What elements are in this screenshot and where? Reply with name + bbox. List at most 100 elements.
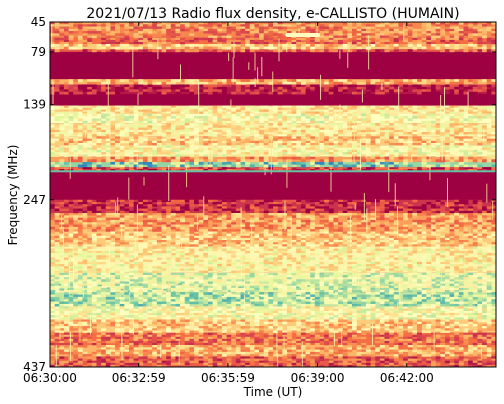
heatmap-cell	[277, 201, 283, 205]
heatmap-cell	[226, 219, 232, 223]
heatmap-cell	[207, 229, 213, 232]
heatmap-cell	[338, 201, 343, 205]
heatmap-cell	[110, 81, 116, 85]
heatmap-cell	[50, 152, 55, 155]
heatmap-cell	[245, 226, 251, 230]
heatmap-cell	[119, 215, 125, 218]
heatmap-cell	[328, 242, 334, 245]
heatmap-cell	[477, 168, 483, 172]
heatmap-cell	[138, 39, 144, 43]
heatmap-cell	[240, 24, 246, 27]
heatmap-cell	[184, 253, 190, 256]
heatmap-cell	[133, 246, 139, 249]
heatmap-cell	[124, 168, 130, 172]
heatmap-cell	[472, 125, 478, 128]
heatmap-cell	[477, 235, 483, 239]
heatmap-cell	[50, 257, 55, 260]
heatmap-cell	[124, 242, 130, 245]
heatmap-cell	[282, 242, 288, 245]
heatmap-cell	[115, 140, 120, 144]
heatmap-cell	[324, 86, 330, 90]
heatmap-cell	[338, 35, 343, 39]
heatmap-cell	[477, 115, 483, 119]
heatmap-cell	[240, 127, 246, 131]
heatmap-cell	[59, 264, 65, 267]
heatmap-cell	[245, 233, 251, 237]
heatmap-cell	[245, 156, 251, 160]
heatmap-cell	[440, 132, 446, 135]
heatmap-cell	[305, 138, 311, 142]
heatmap-cell	[393, 39, 399, 43]
heatmap-cell	[212, 39, 218, 43]
heatmap-cell	[175, 86, 181, 90]
heatmap-cell	[119, 217, 125, 221]
heatmap-cell	[286, 107, 292, 110]
heatmap-cell	[91, 246, 97, 249]
heatmap-cell	[417, 129, 422, 133]
heatmap-cell	[370, 250, 376, 254]
heatmap-cell	[277, 115, 283, 119]
heatmap-cell	[152, 257, 158, 260]
heatmap-cell	[87, 147, 93, 151]
heatmap-cell	[361, 261, 367, 265]
heatmap-cell	[454, 41, 460, 45]
heatmap-cell	[156, 152, 162, 155]
heatmap-cell	[147, 161, 153, 165]
heatmap-cell	[128, 22, 134, 25]
heatmap-cell	[310, 242, 316, 245]
heatmap-cell	[82, 49, 88, 53]
heatmap-cell	[91, 217, 97, 221]
heatmap-cell	[161, 268, 167, 271]
heatmap-cell	[314, 199, 320, 203]
heatmap-cell	[161, 224, 167, 228]
heatmap-cell	[128, 235, 134, 239]
heatmap-cell	[491, 79, 496, 83]
heatmap-cell	[342, 120, 348, 124]
heatmap-cell	[226, 22, 232, 25]
heatmap-cell	[59, 253, 65, 256]
heatmap-cell	[347, 159, 353, 163]
heatmap-cell	[231, 250, 237, 254]
heatmap-cell	[375, 140, 381, 144]
heatmap-cell	[245, 138, 251, 142]
heatmap-cell	[347, 235, 353, 239]
heatmap-cell	[68, 22, 74, 25]
heatmap-cell	[119, 219, 125, 223]
heatmap-cell	[351, 246, 357, 249]
heatmap-cell	[454, 206, 460, 209]
heatmap-cell	[245, 89, 251, 93]
heatmap-cell	[449, 231, 455, 234]
heatmap-cell	[91, 138, 97, 142]
heatmap-cell	[180, 240, 186, 243]
heatmap-cell	[300, 250, 306, 254]
heatmap-cell	[314, 244, 320, 247]
heatmap-cell	[231, 222, 237, 225]
heatmap-cell	[375, 270, 381, 274]
heatmap-cell	[273, 79, 278, 83]
heatmap-cell	[310, 113, 316, 117]
heatmap-cell	[324, 268, 330, 271]
heatmap-cell	[212, 105, 218, 108]
heatmap-cell	[147, 79, 153, 83]
heatmap-cell	[482, 107, 488, 110]
heatmap-cell	[472, 109, 478, 112]
heatmap-cell	[189, 33, 195, 36]
heatmap-cell	[403, 215, 409, 218]
heatmap-cell	[184, 229, 190, 232]
heatmap-cell	[50, 250, 55, 254]
heatmap-cell	[249, 233, 255, 237]
heatmap-cell	[472, 246, 478, 249]
heatmap-cell	[142, 31, 148, 34]
heatmap-cell	[175, 217, 181, 221]
heatmap-cell	[152, 255, 158, 258]
heatmap-cell	[54, 250, 60, 254]
heatmap-cell	[305, 222, 311, 225]
heatmap-cell	[347, 268, 353, 271]
heatmap-cell	[110, 31, 116, 34]
heatmap-cell	[421, 242, 427, 245]
heatmap-cell	[133, 81, 139, 85]
heatmap-cell	[221, 201, 227, 205]
heatmap-cell	[82, 210, 88, 214]
heatmap-cell	[482, 147, 488, 151]
heatmap-cell	[472, 33, 478, 36]
